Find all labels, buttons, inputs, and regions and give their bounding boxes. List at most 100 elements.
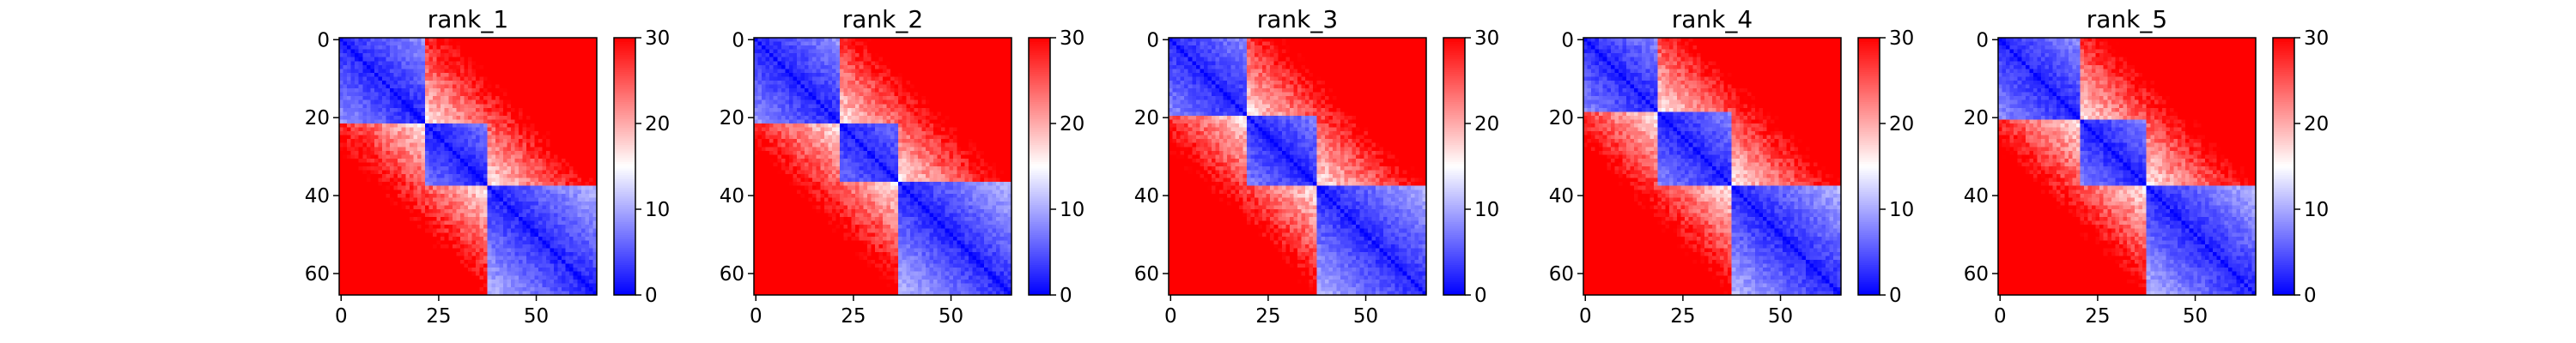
heatmap-cell (343, 178, 348, 183)
heatmap-cell (456, 73, 460, 77)
heatmap-cell (554, 159, 558, 163)
heatmap-cell (503, 264, 507, 268)
heatmap-cell (378, 268, 382, 272)
heatmap-cell (511, 57, 515, 62)
heatmap-cell (992, 61, 996, 65)
heatmap-cell (390, 256, 394, 261)
heatmap-cell (464, 237, 468, 241)
heatmap-cell (503, 190, 507, 194)
heatmap-cell (566, 100, 570, 105)
heatmap-cell (429, 287, 434, 292)
heatmap-cell (961, 42, 965, 46)
heatmap-cell (534, 45, 538, 50)
heatmap-cell (491, 214, 495, 218)
heatmap-cell (828, 45, 832, 50)
heatmap-cell (425, 186, 429, 190)
heatmap-cell (562, 225, 566, 229)
heatmap-cell (566, 280, 570, 284)
heatmap-cell (378, 240, 382, 244)
heatmap-cell (526, 154, 531, 159)
heatmap-cell (476, 209, 480, 214)
heatmap-cell (464, 76, 468, 81)
heatmap-cell (378, 139, 382, 143)
heatmap-cell (374, 108, 379, 112)
heatmap-cell (511, 272, 515, 276)
heatmap-cell (546, 283, 550, 287)
heatmap-cell (519, 217, 523, 221)
heatmap-cell (390, 244, 394, 249)
heatmap-cell (402, 252, 406, 256)
heatmap-cell (507, 104, 511, 108)
heatmap-cell (550, 104, 554, 108)
heatmap-cell (569, 221, 574, 226)
heatmap-cell (519, 202, 523, 206)
heatmap-cell (445, 174, 449, 178)
heatmap-cell (550, 100, 554, 105)
heatmap-cell (394, 268, 398, 272)
heatmap-cell (367, 85, 371, 89)
heatmap-cell (495, 139, 500, 143)
heatmap-cell (554, 111, 558, 116)
heatmap-cell (437, 162, 441, 166)
heatmap-cell (433, 131, 437, 135)
heatmap-cell (425, 240, 429, 244)
heatmap-cell (367, 53, 371, 57)
heatmap-cell (405, 229, 410, 233)
heatmap-cell (515, 100, 519, 105)
heatmap-cell (460, 275, 465, 280)
heatmap-cell (840, 53, 844, 57)
heatmap-cell (562, 147, 566, 151)
heatmap-cell (562, 166, 566, 171)
heatmap-cell (507, 237, 511, 241)
heatmap-cell (437, 237, 441, 241)
heatmap-cell (534, 209, 538, 214)
heatmap-cell (453, 280, 457, 284)
heatmap-cell (526, 214, 531, 218)
heatmap-cell (362, 171, 367, 175)
heatmap-cell (374, 268, 379, 272)
heatmap-cell (480, 154, 484, 159)
heatmap-cell (581, 131, 586, 135)
heatmap-cell (370, 268, 374, 272)
heatmap-cell (550, 85, 554, 89)
heatmap-cell (569, 174, 574, 178)
heatmap-cell (429, 135, 434, 140)
heatmap-cell (413, 128, 417, 132)
heatmap-cell (378, 81, 382, 85)
heatmap-cell (417, 162, 422, 166)
heatmap-cell (437, 252, 441, 256)
heatmap-cell (480, 119, 484, 123)
heatmap-cell (355, 240, 359, 244)
heatmap-cell (351, 119, 355, 123)
heatmap-cell (878, 57, 883, 62)
heatmap-cell (531, 272, 535, 276)
heatmap-cell (464, 151, 468, 155)
heatmap-cell (374, 190, 379, 194)
heatmap-cell (362, 116, 367, 120)
heatmap-cell (382, 100, 386, 105)
heatmap-cell (347, 45, 351, 50)
heatmap-cell (405, 202, 410, 206)
heatmap-cell (562, 272, 566, 276)
heatmap-cell (460, 131, 465, 135)
heatmap-cell (464, 135, 468, 140)
heatmap-cell (456, 159, 460, 163)
heatmap-cell (374, 248, 379, 252)
heatmap-cell (405, 237, 410, 241)
heatmap-cell (875, 42, 879, 46)
heatmap-cell (538, 280, 543, 284)
heatmap-cell (515, 182, 519, 186)
heatmap-cell (410, 154, 414, 159)
heatmap-cell (421, 171, 425, 175)
heatmap-cell (531, 248, 535, 252)
colorbar-segment (614, 218, 635, 220)
heatmap-cell (433, 53, 437, 57)
heatmap-cell (448, 147, 453, 151)
heatmap-cell (386, 162, 391, 166)
heatmap-cell (382, 260, 386, 264)
heatmap-cell (394, 197, 398, 202)
heatmap-cell (491, 65, 495, 69)
heatmap-cell (550, 194, 554, 198)
heatmap-cell (483, 280, 488, 284)
heatmap-cell (515, 151, 519, 155)
